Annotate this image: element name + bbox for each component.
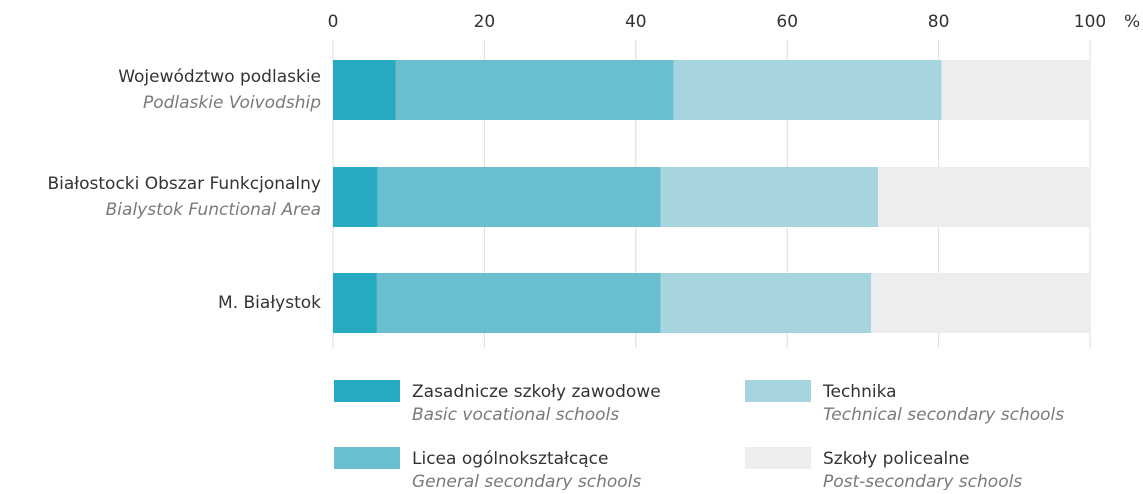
legend-translation: Post-secondary schools (823, 472, 1022, 490)
x-tick-label: 20 (474, 12, 496, 32)
legend-swatch (745, 447, 811, 469)
bar-segment (395, 60, 674, 120)
category-label: Białostocki Obszar Funkcjonalny (47, 174, 321, 194)
category-translation: Bialystok Functional Area (106, 200, 321, 220)
x-tick-label: 40 (625, 12, 647, 32)
bar-segment (673, 60, 942, 120)
legend-translation: General secondary schools (412, 472, 641, 490)
x-tick-label: 60 (776, 12, 798, 32)
x-tick-label: 100 (1074, 12, 1106, 32)
bar-segment (333, 167, 378, 227)
bar-segment (377, 167, 661, 227)
legend-translation: Basic vocational schools (412, 405, 619, 425)
x-tick-label: 80 (928, 12, 950, 32)
bar-segment (660, 167, 879, 227)
bar-segment (376, 273, 661, 333)
legend-translation: Technical secondary schools (823, 405, 1064, 425)
category-label: M. Białystok (218, 293, 321, 313)
bar-segment (333, 273, 377, 333)
bar-segment (660, 273, 872, 333)
x-tick-label: 0 (328, 12, 339, 32)
bar-segment (941, 60, 1090, 120)
legend-label: Zasadnicze szkoły zawodowe (412, 382, 661, 402)
legend-label: Licea ogólnokształcące (412, 449, 608, 469)
legend-swatch (334, 380, 400, 402)
legend-swatch (745, 380, 811, 402)
bar-segment (333, 60, 396, 120)
category-translation: Podlaskie Voivodship (143, 93, 321, 113)
category-label: Województwo podlaskie (118, 67, 321, 87)
bar-segment (878, 167, 1090, 227)
legend-label: Technika (822, 382, 897, 402)
legend-label: Szkoły policealne (823, 449, 969, 469)
legend-swatch (334, 447, 400, 469)
bar-segment (871, 273, 1090, 333)
axis-unit: % (1124, 12, 1140, 32)
